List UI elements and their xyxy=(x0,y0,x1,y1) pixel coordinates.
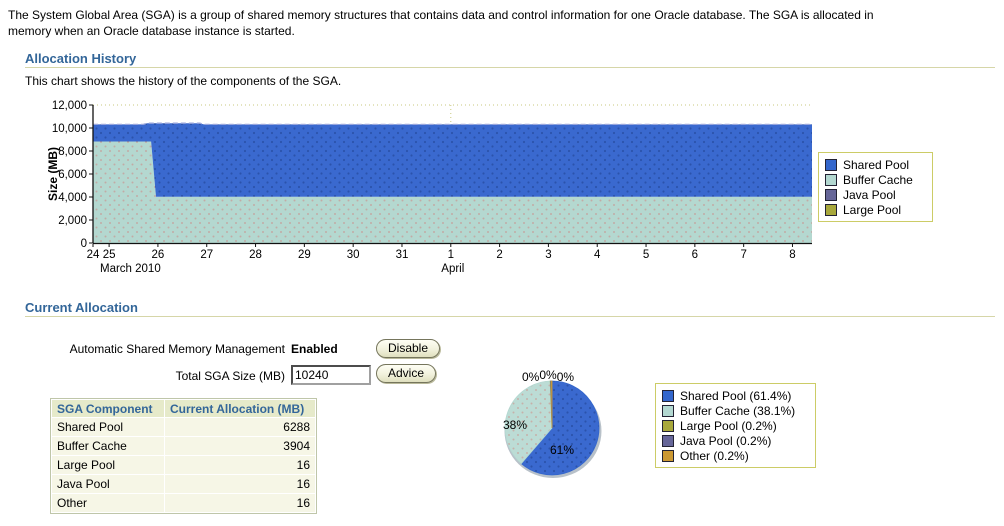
total-sga-label: Total SGA Size (MB) xyxy=(175,369,285,383)
svg-text:31: 31 xyxy=(396,249,409,261)
legend-label: Other (0.2%) xyxy=(680,448,749,463)
legend-swatch xyxy=(662,449,674,462)
legend-item: Shared Pool xyxy=(825,157,925,172)
table-row: Shared Pool 6288 xyxy=(52,418,315,436)
pie-label-zeros: 0%0%0% xyxy=(522,366,574,384)
svg-text:25: 25 xyxy=(103,249,116,261)
svg-text:10,000: 10,000 xyxy=(52,123,87,135)
svg-text:8,000: 8,000 xyxy=(58,146,87,158)
svg-text:7: 7 xyxy=(740,249,746,261)
table-row: Java Pool 16 xyxy=(52,475,315,493)
legend-swatch xyxy=(662,404,674,417)
allocation-history-description: This chart shows the history of the comp… xyxy=(25,74,342,88)
component-cell: Other xyxy=(52,494,164,512)
legend-label: Shared Pool xyxy=(843,157,910,172)
legend-item: Other (0.2%) xyxy=(662,448,808,463)
svg-text:March 2010: March 2010 xyxy=(100,263,161,275)
svg-text:3: 3 xyxy=(545,249,551,261)
svg-text:5: 5 xyxy=(643,249,649,261)
legend-item: Buffer Cache (38.1%) xyxy=(662,403,808,418)
advice-button[interactable]: Advice xyxy=(376,364,437,383)
legend-label: Large Pool xyxy=(843,202,902,217)
legend-swatch xyxy=(662,389,674,402)
asmm-status: Enabled xyxy=(291,342,338,356)
table-row: Buffer Cache 3904 xyxy=(52,437,315,455)
svg-text:0: 0 xyxy=(81,238,87,250)
svg-text:28: 28 xyxy=(249,249,262,261)
current-allocation-title: Current Allocation xyxy=(25,300,138,315)
legend-item: Large Pool (0.2%) xyxy=(662,418,808,433)
table-row: Other 16 xyxy=(52,494,315,512)
legend-swatch xyxy=(662,434,674,447)
legend-label: Large Pool (0.2%) xyxy=(680,418,777,433)
legend-swatch xyxy=(825,188,837,201)
svg-text:4,000: 4,000 xyxy=(58,192,87,204)
allocation-cell: 6288 xyxy=(165,418,315,436)
legend-swatch xyxy=(825,158,837,171)
asmm-label: Automatic Shared Memory Management xyxy=(69,342,285,356)
table-row: Large Pool 16 xyxy=(52,456,315,474)
legend-item: Large Pool xyxy=(825,202,925,217)
allocation-cell: 3904 xyxy=(165,437,315,455)
allocation-cell: 16 xyxy=(165,456,315,474)
legend-swatch xyxy=(825,203,837,216)
pie-label-zero: 0% xyxy=(522,370,540,384)
svg-text:29: 29 xyxy=(298,249,311,261)
pie-label-zero: 0% xyxy=(539,368,557,382)
col-header-allocation: Current Allocation (MB) xyxy=(165,400,315,417)
total-sga-input[interactable] xyxy=(291,365,371,385)
legend-label: Java Pool (0.2%) xyxy=(680,433,772,448)
current-allocation-pie-chart xyxy=(504,380,602,478)
legend-label: Buffer Cache xyxy=(843,172,913,187)
allocation-history-title: Allocation History xyxy=(25,51,137,66)
component-cell: Buffer Cache xyxy=(52,437,164,455)
legend-label: Buffer Cache (38.1%) xyxy=(680,403,796,418)
section-divider xyxy=(25,67,995,68)
svg-text:2,000: 2,000 xyxy=(58,215,87,227)
svg-text:2: 2 xyxy=(496,249,502,261)
svg-text:27: 27 xyxy=(200,249,213,261)
legend-label: Shared Pool (61.4%) xyxy=(680,388,792,403)
legend-label: Java Pool xyxy=(843,187,896,202)
legend-item: Java Pool (0.2%) xyxy=(662,433,808,448)
allocation-cell: 16 xyxy=(165,494,315,512)
svg-text:6,000: 6,000 xyxy=(58,169,87,181)
legend-swatch xyxy=(662,419,674,432)
component-cell: Large Pool xyxy=(52,456,164,474)
col-header-component: SGA Component xyxy=(52,400,164,417)
intro-text: The System Global Area (SGA) is a group … xyxy=(8,8,874,38)
svg-text:Size (MB): Size (MB) xyxy=(46,147,60,201)
component-cell: Shared Pool xyxy=(52,418,164,436)
svg-text:24: 24 xyxy=(87,249,100,261)
area-chart-legend: Shared Pool Buffer Cache Java Pool Large… xyxy=(818,152,933,222)
svg-text:1: 1 xyxy=(448,249,454,261)
legend-item: Java Pool xyxy=(825,187,925,202)
svg-text:26: 26 xyxy=(152,249,165,261)
legend-swatch xyxy=(825,173,837,186)
svg-text:8: 8 xyxy=(789,249,795,261)
table-header-row: SGA Component Current Allocation (MB) xyxy=(52,400,315,417)
disable-button[interactable]: Disable xyxy=(376,339,441,358)
component-cell: Java Pool xyxy=(52,475,164,493)
pie-label-buffer-cache: 38% xyxy=(503,418,528,432)
section-divider xyxy=(25,316,995,317)
sga-component-table: SGA Component Current Allocation (MB) Sh… xyxy=(50,398,317,514)
svg-text:30: 30 xyxy=(347,249,360,261)
pie-label-zero: 0% xyxy=(556,370,575,384)
svg-text:12,000: 12,000 xyxy=(52,100,87,112)
allocation-cell: 16 xyxy=(165,475,315,493)
pie-chart-legend: Shared Pool (61.4%) Buffer Cache (38.1%)… xyxy=(655,383,816,468)
legend-item: Shared Pool (61.4%) xyxy=(662,388,808,403)
legend-item: Buffer Cache xyxy=(825,172,925,187)
pie-label-shared-pool: 61% xyxy=(550,443,575,457)
svg-text:6: 6 xyxy=(692,249,698,261)
svg-text:4: 4 xyxy=(594,249,601,261)
svg-text:April: April xyxy=(441,263,464,275)
